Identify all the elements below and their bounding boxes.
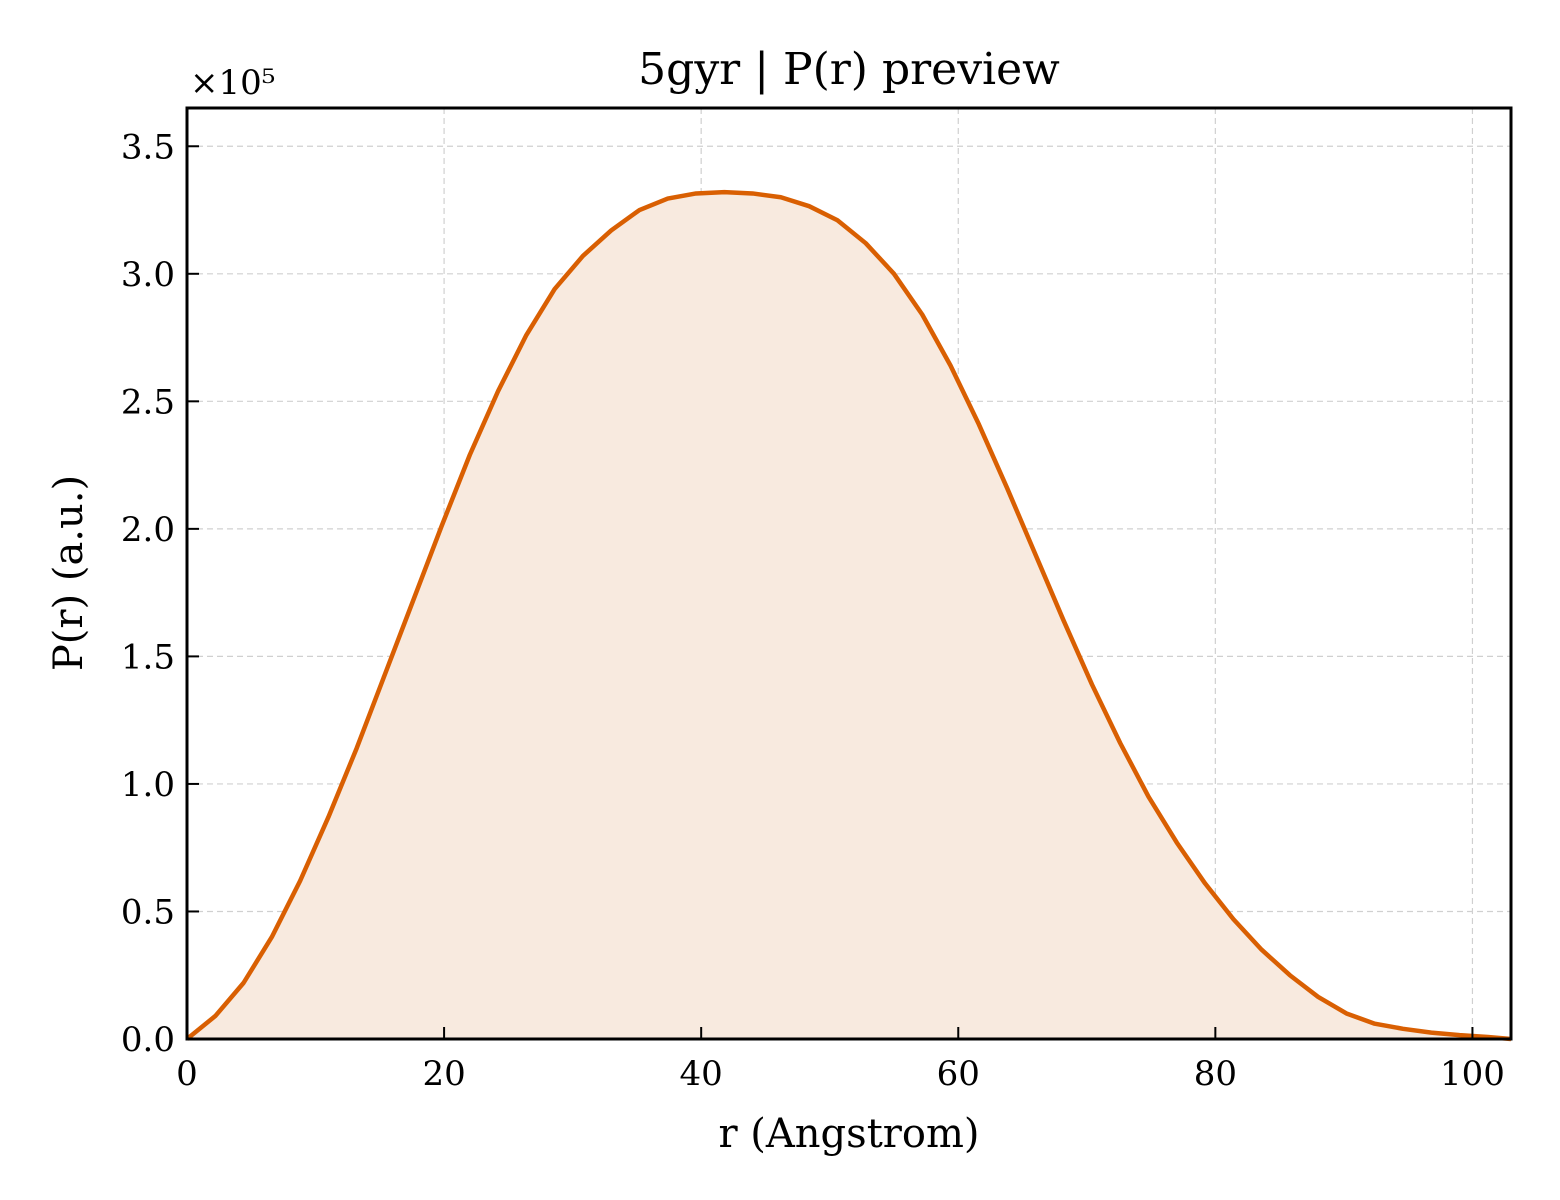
y-tick-label: 1.0 bbox=[121, 765, 175, 805]
x-tick-label: 80 bbox=[1194, 1054, 1237, 1094]
series-line bbox=[185, 189, 1512, 1042]
x-tick-label: 40 bbox=[680, 1054, 723, 1094]
y-offset-label: ×10⁵ bbox=[190, 63, 275, 103]
chart-title: 5gyr | P(r) preview bbox=[638, 44, 1060, 95]
area-fill bbox=[187, 192, 1511, 1040]
plot-frame bbox=[185, 106, 1513, 1041]
ticks: 0 20 40 60 80 100 0.0 0.5 1.0 1.5 2.0 2.5 3.0 3.5 bbox=[121, 127, 1505, 1094]
y-tick-label: 2.5 bbox=[121, 382, 175, 422]
y-tick-label: 0.5 bbox=[121, 892, 175, 932]
y-axis-label: P(r) (a.u.) bbox=[46, 475, 92, 671]
x-tick-label: 100 bbox=[1440, 1054, 1505, 1094]
x-axis-label: r (Angstrom) bbox=[718, 1111, 979, 1157]
y-tick-label: 3.0 bbox=[121, 255, 175, 295]
y-tick-label: 0.0 bbox=[121, 1020, 175, 1060]
x-tick-label: 20 bbox=[422, 1054, 465, 1094]
y-tick-label: 2.0 bbox=[121, 510, 175, 550]
y-tick-label: 1.5 bbox=[121, 637, 175, 677]
x-tick-label: 0 bbox=[176, 1054, 198, 1094]
y-tick-label: 3.5 bbox=[121, 127, 175, 167]
x-tick-label: 60 bbox=[937, 1054, 980, 1094]
